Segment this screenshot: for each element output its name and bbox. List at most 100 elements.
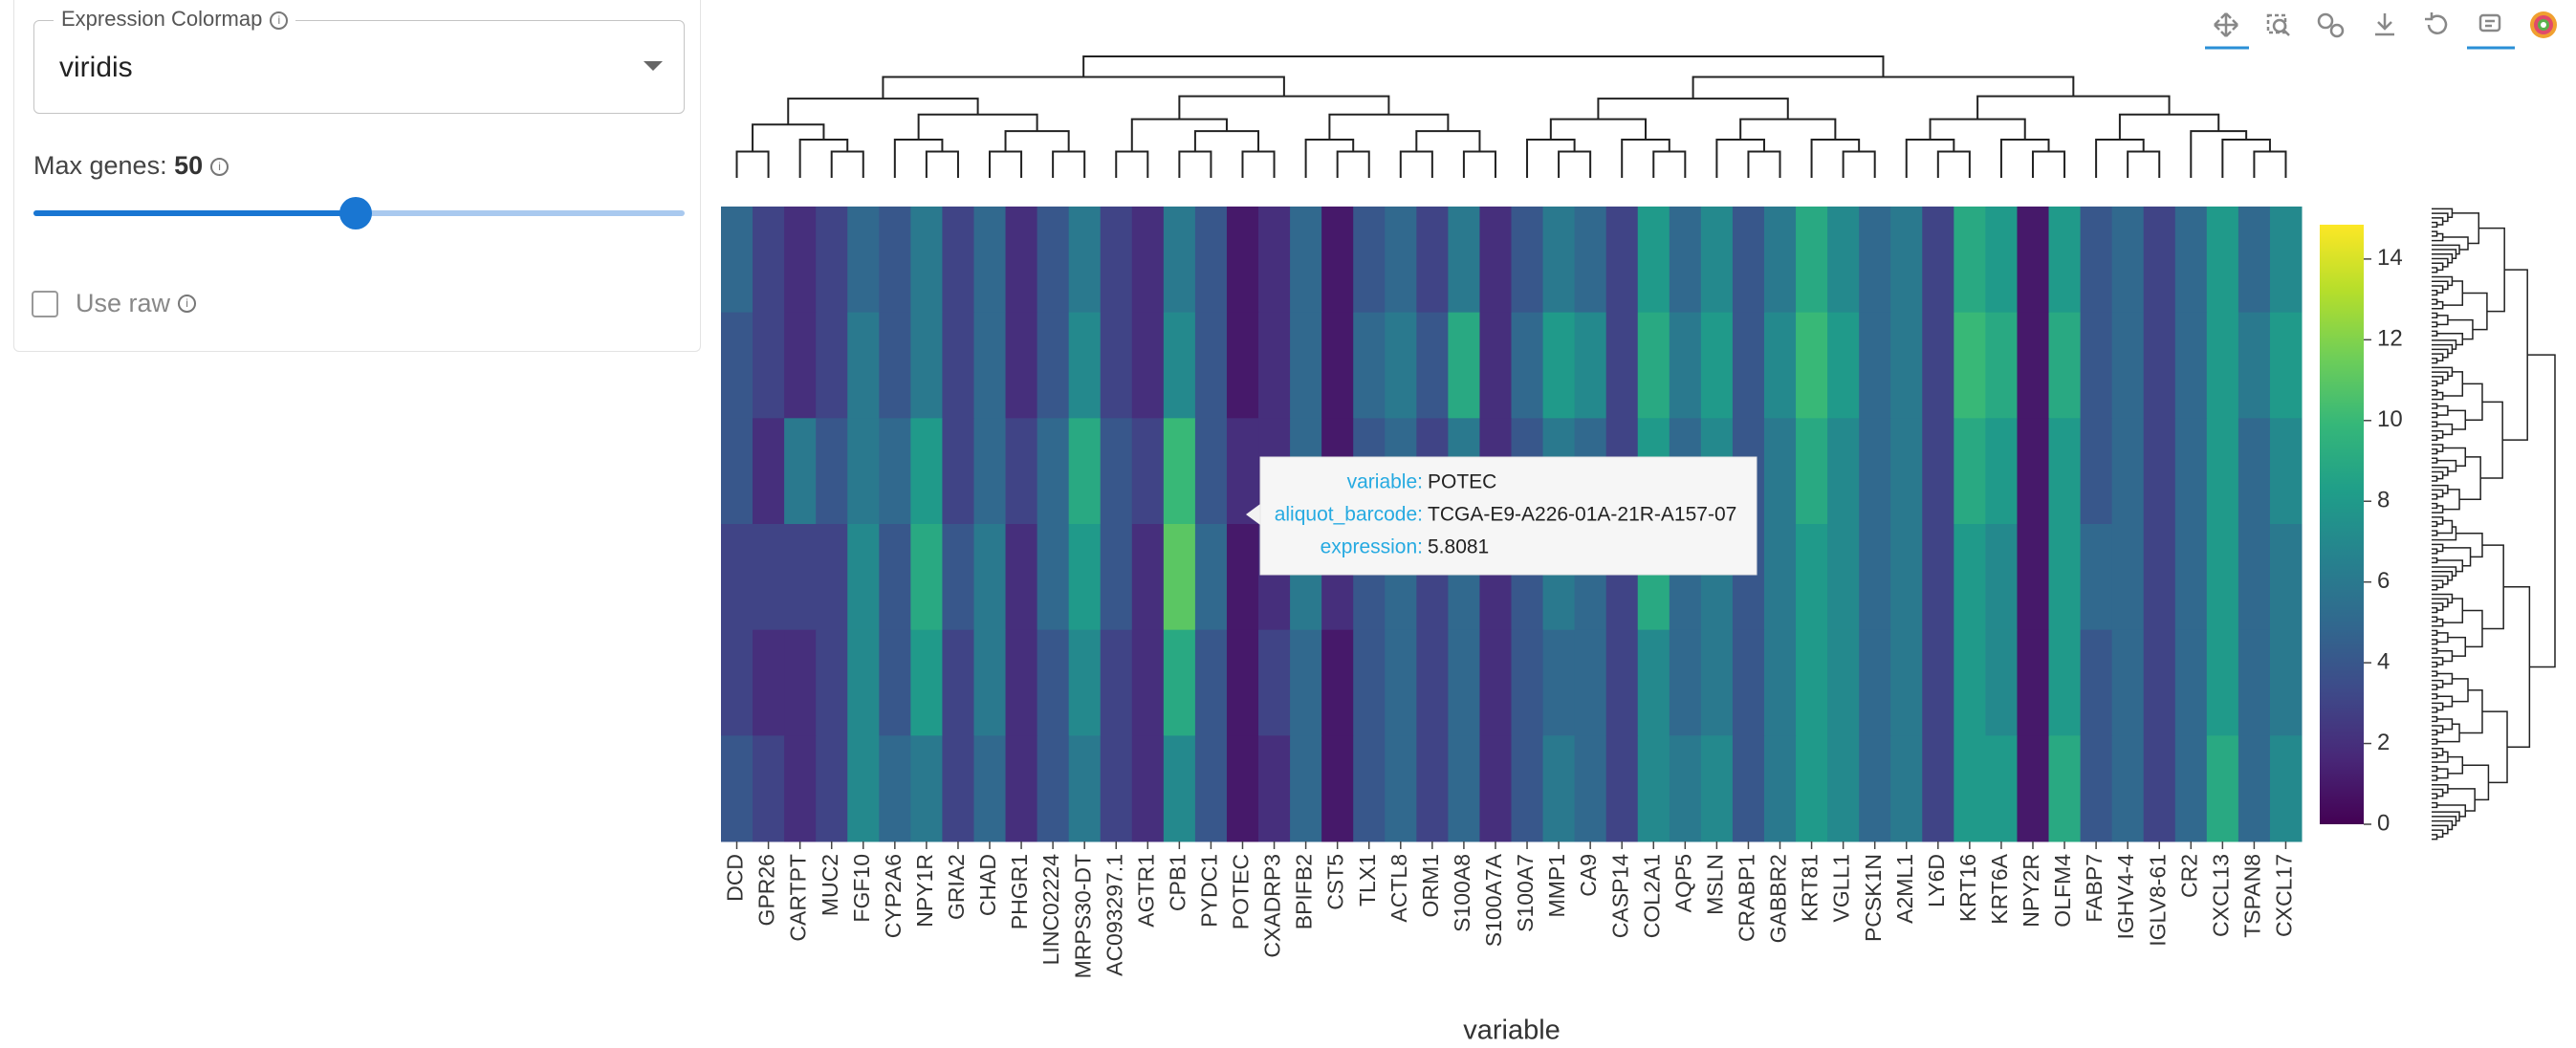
max-genes-slider[interactable]: [33, 197, 685, 229]
x-tick-label: CA9: [1576, 854, 1601, 897]
heatmap-cell: [1922, 735, 1954, 842]
x-tick-label: POTEC: [1229, 854, 1254, 929]
heatmap-cell: [1194, 524, 1228, 631]
dendrogram-link: [1842, 150, 1876, 178]
dropdown-arrow[interactable]: [644, 61, 663, 71]
heatmap-cell: [1669, 735, 1702, 842]
select-label-text: Expression Colormap: [61, 7, 263, 31]
heatmap-cell: [847, 312, 880, 419]
heatmap-cell: [2048, 312, 2082, 419]
hover-tool[interactable]: [2467, 13, 2515, 50]
dendrogram-link: [2432, 593, 2454, 604]
checkbox[interactable]: [32, 290, 58, 317]
use-raw-checkbox[interactable]: Use raw i: [32, 289, 197, 318]
dendrogram-link: [2436, 672, 2454, 685]
tooltip-value: 5.8081: [1428, 536, 1489, 558]
heatmap-cell: [2080, 207, 2113, 314]
heatmap-cell: [2143, 312, 2176, 419]
box-zoom-tool[interactable]: [2266, 13, 2290, 36]
label-text: Max genes:: [33, 151, 167, 180]
dendrogram-link: [2432, 376, 2444, 384]
reset-tool[interactable]: [2425, 12, 2448, 34]
heatmap-cell: [1163, 735, 1196, 842]
colormap-select[interactable]: Expression Colormap i viridis: [33, 7, 685, 114]
heatmap-cell: [879, 735, 911, 842]
heatmap-cell: [847, 207, 880, 314]
heatmap-cell: [1605, 207, 1639, 314]
dendrogram-link: [2436, 333, 2464, 346]
heatmap-cell: [1890, 735, 1923, 842]
heatmap-cell: [1796, 524, 1828, 631]
dendrogram-link: [1004, 130, 1070, 152]
dendrogram-link: [925, 150, 959, 178]
heatmap-cell: [1005, 207, 1038, 314]
heatmap-cell: [1068, 418, 1102, 525]
dendrogram-link: [2436, 695, 2454, 708]
heatmap-cell: [1763, 524, 1797, 631]
heatmap-cell: [721, 629, 753, 736]
heatmap-cell: [1416, 735, 1449, 842]
dendrogram-link: [2452, 212, 2480, 245]
heatmap-cell: [847, 735, 880, 842]
info-icon[interactable]: i: [210, 158, 229, 177]
heatmap-cell: [1353, 735, 1386, 842]
x-tick-label: PHGR1: [1007, 854, 1032, 929]
dendrogram-link: [2456, 533, 2483, 558]
colorbar-tick-label: 12: [2377, 326, 2403, 352]
heatmap-cell: [2017, 735, 2050, 842]
dendrogram-link: [2432, 606, 2438, 614]
colorbar-tick-label: 2: [2377, 730, 2390, 755]
dendrogram-link: [2432, 819, 2454, 831]
heatmap-cell: [1131, 418, 1165, 525]
x-tick-label: S100A7A: [1481, 853, 1506, 947]
x-tick-label: A2ML1: [1892, 854, 1917, 924]
heatmap-cell: [879, 312, 911, 419]
info-icon[interactable]: i: [178, 295, 197, 313]
heatmap-cell: [1353, 207, 1386, 314]
dendrogram-link: [2432, 221, 2438, 229]
heatmap-cell: [1131, 312, 1165, 419]
save-tool[interactable]: [2375, 13, 2394, 36]
dendrogram-link: [989, 150, 1023, 178]
heatmap-cell: [1985, 735, 2018, 842]
dendrogram-link: [2436, 315, 2449, 326]
dendrogram-link: [2432, 457, 2438, 464]
heatmap-cell: [1763, 418, 1797, 525]
dendrogram-link: [2436, 718, 2454, 731]
dendrogram-link: [1810, 139, 1861, 178]
heatmap-cell: [816, 735, 848, 842]
heatmap-cell: [1068, 735, 1102, 842]
colorbar-tick-label: 0: [2377, 810, 2390, 836]
dendrogram-link: [2447, 755, 2464, 775]
dendrogram-link: [2432, 389, 2438, 396]
dendrogram-link: [2432, 657, 2444, 666]
info-icon[interactable]: i: [270, 11, 289, 30]
dendrogram-link: [2436, 632, 2449, 644]
heatmap-cell: [910, 207, 943, 314]
heatmap-cell: [1985, 629, 2018, 736]
slider-thumb[interactable]: [339, 197, 372, 229]
dendrogram-link: [2442, 598, 2464, 623]
pan-tool[interactable]: [2205, 12, 2249, 50]
dendrogram-link: [2432, 232, 2444, 242]
dendrogram-link: [2502, 269, 2528, 441]
dendrogram-link: [2432, 738, 2438, 745]
dendrogram-link: [1621, 139, 1670, 178]
heatmap-cell: [942, 207, 974, 314]
dendrogram-link: [2432, 267, 2438, 273]
tooltip-key: variable:: [1347, 471, 1423, 493]
heatmap-cell: [1353, 312, 1386, 419]
heatmap-cell: [1511, 312, 1544, 419]
wheel-zoom-tool[interactable]: [2317, 12, 2345, 38]
x-tick-label: IGLV8-61: [2145, 854, 2170, 947]
heatmap-cell: [1985, 524, 2018, 631]
heatmap-cell: [2048, 207, 2082, 314]
bokeh-logo[interactable]: [2530, 11, 2557, 38]
dendrogram-link: [1526, 139, 1576, 178]
heatmap-cell: [2143, 629, 2176, 736]
dendrogram-link: [2432, 520, 2438, 528]
tooltip: variable: POTEC aliquot_barcode: TCGA-E9…: [1246, 456, 1757, 576]
heatmap-cell: [973, 524, 1007, 631]
heatmap-cell: [1037, 418, 1070, 525]
dendrogram-link: [787, 98, 979, 125]
